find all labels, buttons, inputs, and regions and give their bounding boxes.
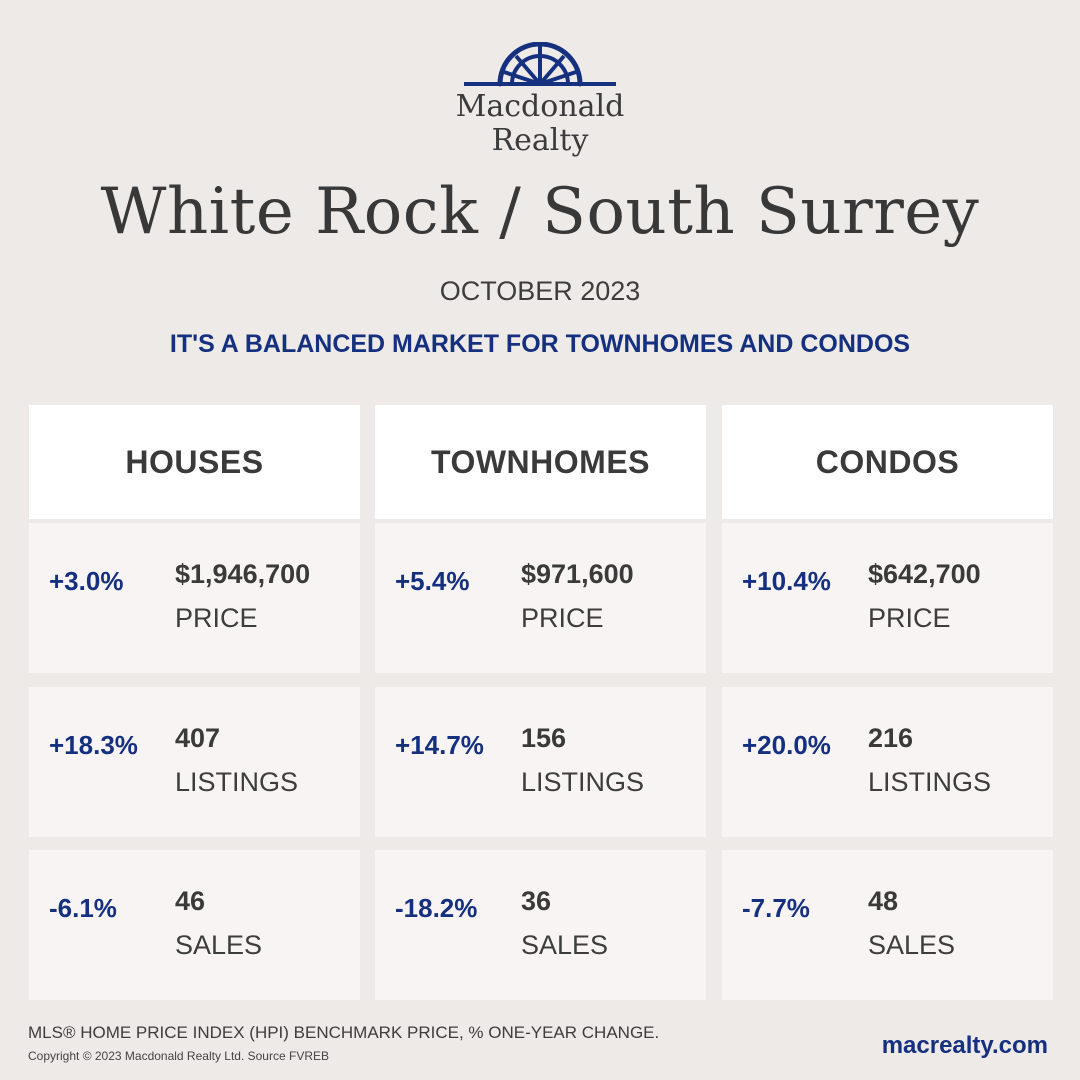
stat-change: -6.1% [49, 893, 117, 923]
stat-label: LISTINGS [175, 767, 299, 797]
stat-label: LISTINGS [868, 767, 992, 797]
column-header-condos: CONDOS [722, 405, 1053, 519]
stat-value: 407 [175, 723, 221, 753]
market-headline: IT'S A BALANCED MARKET FOR TOWNHOMES AND… [169, 330, 911, 358]
sunburst-arch-logo-icon [464, 42, 616, 87]
stat-card-townhomes-listings: +14.7% 156 LISTINGS [375, 687, 706, 837]
stat-change: +10.4% [742, 566, 831, 596]
stat-value: 48 [868, 886, 899, 916]
column-header-houses: HOUSES [29, 405, 360, 519]
stat-card-townhomes-sales: -18.2% 36 SALES [375, 850, 706, 1000]
footnote: MLS® HOME PRICE INDEX (HPI) BENCHMARK PR… [28, 1023, 660, 1042]
stat-value: $1,946,700 [175, 559, 311, 589]
stat-card-condos-price: +10.4% $642,700 PRICE [722, 523, 1053, 673]
stat-label: LISTINGS [521, 767, 645, 797]
stat-card-houses-listings: +18.3% 407 LISTINGS [29, 687, 360, 837]
stat-card-condos-listings: +20.0% 216 LISTINGS [722, 687, 1053, 837]
stat-value: 216 [868, 723, 914, 753]
stat-change: -7.7% [742, 893, 810, 923]
stat-value: 36 [521, 886, 552, 916]
stat-label: PRICE [868, 603, 951, 633]
website-link[interactable]: macrealty.com [881, 1032, 1048, 1059]
stat-change: +3.0% [49, 566, 124, 596]
stat-value: $642,700 [868, 559, 981, 589]
stat-value: 46 [175, 886, 206, 916]
stat-card-condos-sales: -7.7% 48 SALES [722, 850, 1053, 1000]
stat-change: -18.2% [395, 893, 478, 923]
brand-name-line2: Realty [491, 123, 589, 158]
stat-value: $971,600 [521, 559, 634, 589]
brand-logo: Macdonald Realty [440, 38, 640, 168]
report-month: OCTOBER 2023 [439, 276, 641, 306]
stat-change: +5.4% [395, 566, 470, 596]
stat-card-houses-price: +3.0% $1,946,700 PRICE [29, 523, 360, 673]
stat-change: +20.0% [742, 730, 831, 760]
stat-label: SALES [868, 930, 956, 960]
stat-label: PRICE [175, 603, 258, 633]
stat-value: 156 [521, 723, 567, 753]
column-header-townhomes: TOWNHOMES [375, 405, 706, 519]
stat-label: PRICE [521, 603, 604, 633]
page-title: White Rock / South Surrey [100, 175, 980, 249]
stat-label: SALES [175, 930, 263, 960]
stat-change: +14.7% [395, 730, 484, 760]
copyright: Copyright © 2023 Macdonald Realty Ltd. S… [28, 1049, 329, 1063]
stat-label: SALES [521, 930, 609, 960]
stat-card-townhomes-price: +5.4% $971,600 PRICE [375, 523, 706, 673]
brand-name-line1: Macdonald [455, 89, 625, 124]
stat-change: +18.3% [49, 730, 138, 760]
stat-card-houses-sales: -6.1% 46 SALES [29, 850, 360, 1000]
